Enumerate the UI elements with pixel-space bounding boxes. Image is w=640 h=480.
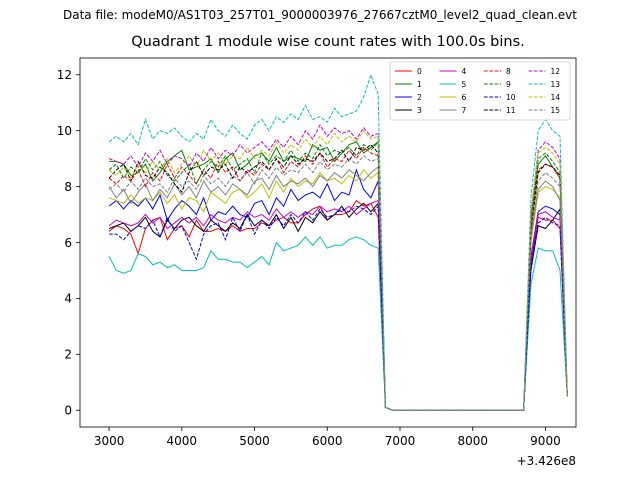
legend-label-8: 8 (506, 67, 511, 76)
legend-label-3: 3 (417, 106, 422, 115)
y-tick-label: 2 (64, 348, 72, 362)
x-offset-label: +3.426e8 (517, 454, 576, 468)
x-tick-label: 7000 (385, 434, 416, 448)
series-line-11 (108, 143, 568, 411)
x-tick-label: 4000 (167, 434, 198, 448)
legend-label-11: 11 (506, 106, 516, 115)
series-line-4 (108, 199, 568, 411)
legend-box (389, 61, 571, 121)
legend-label-5: 5 (462, 80, 467, 89)
legend-label-12: 12 (551, 67, 561, 76)
legend-label-14: 14 (551, 93, 561, 102)
legend-label-4: 4 (462, 67, 467, 76)
x-tick-label: 8000 (457, 434, 488, 448)
legend-label-0: 0 (417, 67, 422, 76)
legend-label-13: 13 (551, 80, 561, 89)
legend-label-2: 2 (417, 93, 422, 102)
legend-label-10: 10 (506, 93, 516, 102)
legend-label-15: 15 (551, 106, 561, 115)
series-line-2 (108, 168, 568, 411)
y-tick-label: 10 (57, 124, 72, 138)
legend-label-7: 7 (462, 106, 467, 115)
legend-label-9: 9 (506, 80, 511, 89)
y-tick-label: 0 (64, 404, 72, 418)
data-file-suptitle: Data file: modeM0/AS1T03_257T01_90000039… (63, 8, 577, 22)
series-line-15 (108, 155, 568, 411)
series-line-3 (108, 202, 568, 411)
x-tick-label: 3000 (94, 434, 125, 448)
legend-label-6: 6 (462, 93, 467, 102)
series-line-5 (108, 236, 568, 411)
series-line-10 (109, 204, 568, 411)
x-tick-label: 5000 (239, 434, 270, 448)
y-tick-label: 4 (64, 292, 72, 306)
x-tick-label: 9000 (530, 434, 561, 448)
series-line-13 (108, 73, 568, 411)
y-tick-label: 8 (64, 180, 72, 194)
series-line-0 (108, 199, 568, 411)
x-tick-label: 6000 (312, 434, 343, 448)
series-line-7 (108, 166, 568, 411)
y-tick-label: 6 (64, 236, 72, 250)
legend-label-1: 1 (417, 80, 422, 89)
chart-title: Quadrant 1 module wise count rates with … (131, 34, 525, 50)
y-tick-label: 12 (57, 68, 72, 82)
